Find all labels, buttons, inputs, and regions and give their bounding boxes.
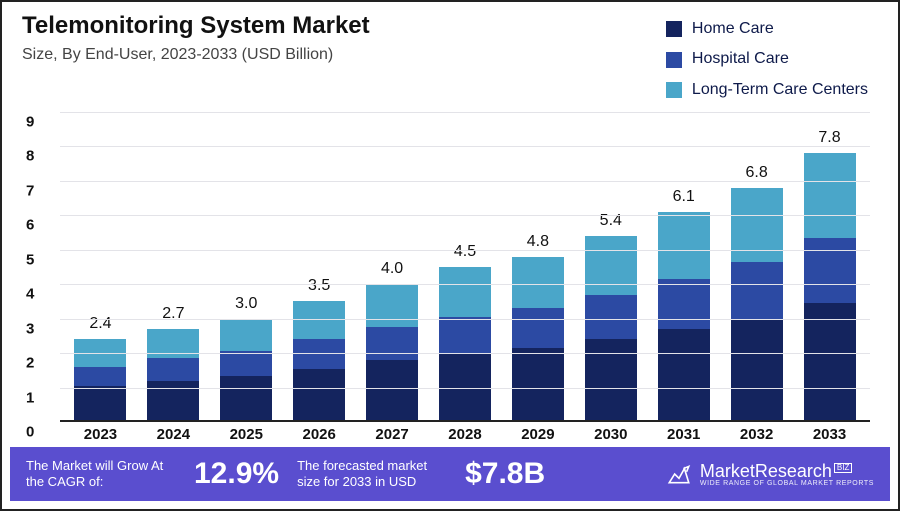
x-tick-label: 2033 (804, 426, 856, 443)
bar-total-label: 4.8 (512, 233, 564, 251)
x-tick-label: 2031 (658, 426, 710, 443)
bar-segment (366, 327, 418, 360)
y-tick-label: 1 (26, 389, 34, 406)
x-tick-label: 2024 (147, 426, 199, 443)
bar-segment (439, 317, 491, 353)
y-tick-label: 2 (26, 355, 34, 372)
gridline (60, 388, 870, 389)
bar-segment (366, 360, 418, 422)
gridline (60, 250, 870, 251)
legend-swatch (666, 82, 682, 98)
legend-item: Home Care (666, 14, 868, 44)
bars-container: 2.4 2.7 3.0 3.5 4.0 4.5 4.8 5.4 6.1 6.8 7.8 (60, 112, 870, 422)
cagr-value: 12.9% (194, 457, 279, 491)
bar-segment (585, 339, 637, 422)
bar-segment (585, 236, 637, 295)
y-tick-label: 5 (26, 251, 34, 268)
brand-suffix: BIZ (834, 463, 852, 474)
gridline (60, 215, 870, 216)
bar-total-label: 3.0 (220, 295, 272, 313)
bar-segment (512, 257, 564, 309)
bar-segment (220, 351, 272, 375)
gridline (60, 353, 870, 354)
y-tick-label: 3 (26, 320, 34, 337)
bar-total-label: 6.1 (658, 188, 710, 206)
y-tick-label: 6 (26, 217, 34, 234)
bar-segment (658, 329, 710, 422)
footer-banner: The Market will Grow At the CAGR of: 12.… (10, 447, 890, 501)
x-tick-label: 2023 (74, 426, 126, 443)
gridline (60, 319, 870, 320)
y-tick-label: 8 (26, 148, 34, 165)
brand-name: MarketResearch (700, 461, 832, 481)
y-tick-label: 0 (26, 424, 34, 441)
bar-total-label: 4.0 (366, 260, 418, 278)
bar-total-label: 2.7 (147, 305, 199, 323)
x-tick-label: 2027 (366, 426, 418, 443)
legend-label: Hospital Care (692, 44, 789, 74)
x-tick-label: 2025 (220, 426, 272, 443)
bar-segment (220, 376, 272, 423)
x-axis-line (60, 420, 870, 422)
bar-segment (293, 369, 345, 422)
bar-group: 2.7 (147, 329, 199, 422)
brand-block: MarketResearchBIZ WIDE RANGE OF GLOBAL M… (666, 461, 874, 487)
bar-total-label: 4.5 (439, 243, 491, 261)
legend-item: Hospital Care (666, 44, 868, 74)
x-tick-label: 2028 (439, 426, 491, 443)
legend-item: Long-Term Care Centers (666, 75, 868, 105)
gridline (60, 112, 870, 113)
bar-segment (731, 319, 783, 422)
chart-area: 2.42.73.03.54.04.54.85.46.16.87.8 012345… (60, 112, 870, 422)
bar-group: 2.4 (74, 339, 126, 422)
x-tick-label: 2029 (512, 426, 564, 443)
forecast-value: $7.8B (465, 457, 545, 491)
bar-group: 5.4 (585, 236, 637, 422)
bar-segment (658, 212, 710, 279)
legend-label: Long-Term Care Centers (692, 75, 868, 105)
gridline (60, 284, 870, 285)
bar-segment (804, 153, 856, 237)
forecast-label: The forecasted market size for 2033 in U… (297, 458, 447, 491)
gridline (60, 181, 870, 182)
bar-group: 4.8 (512, 257, 564, 422)
bar-group: 4.5 (439, 267, 491, 422)
bar-segment (585, 295, 637, 340)
legend: Home CareHospital CareLong-Term Care Cen… (666, 14, 868, 105)
cagr-label: The Market will Grow At the CAGR of: (26, 458, 176, 491)
bar-segment (439, 267, 491, 317)
y-tick-label: 7 (26, 182, 34, 199)
bar-group: 6.1 (658, 212, 710, 422)
x-tick-label: 2032 (731, 426, 783, 443)
brand-logo-icon (666, 461, 692, 487)
bar-group: 7.8 (804, 153, 856, 422)
bar-segment (74, 386, 126, 422)
bar-segment (731, 262, 783, 319)
x-tick-label: 2026 (293, 426, 345, 443)
bar-segment (220, 319, 272, 352)
bar-segment (147, 358, 199, 380)
brand-tagline: WIDE RANGE OF GLOBAL MARKET REPORTS (700, 480, 874, 487)
bar-segment (512, 308, 564, 348)
gridline (60, 146, 870, 147)
bar-segment (658, 279, 710, 329)
bar-total-label: 3.5 (293, 277, 345, 295)
x-tick-label: 2030 (585, 426, 637, 443)
bar-segment (804, 303, 856, 422)
brand-text: MarketResearchBIZ WIDE RANGE OF GLOBAL M… (700, 462, 874, 487)
bar-segment (293, 301, 345, 339)
bar-segment (74, 367, 126, 386)
x-axis-labels: 2023 2024 2025 2026 2027 2028 2029 2030 2031 2032… (60, 426, 870, 443)
bar-total-label: 7.8 (804, 129, 856, 147)
bar-total-label: 6.8 (731, 164, 783, 182)
bar-segment (512, 348, 564, 422)
y-tick-label: 9 (26, 114, 34, 131)
y-tick-label: 4 (26, 286, 34, 303)
legend-label: Home Care (692, 14, 774, 44)
bar-segment (366, 284, 418, 327)
legend-swatch (666, 21, 682, 37)
bar-group: 3.0 (220, 319, 272, 422)
legend-swatch (666, 52, 682, 68)
bar-segment (804, 238, 856, 303)
